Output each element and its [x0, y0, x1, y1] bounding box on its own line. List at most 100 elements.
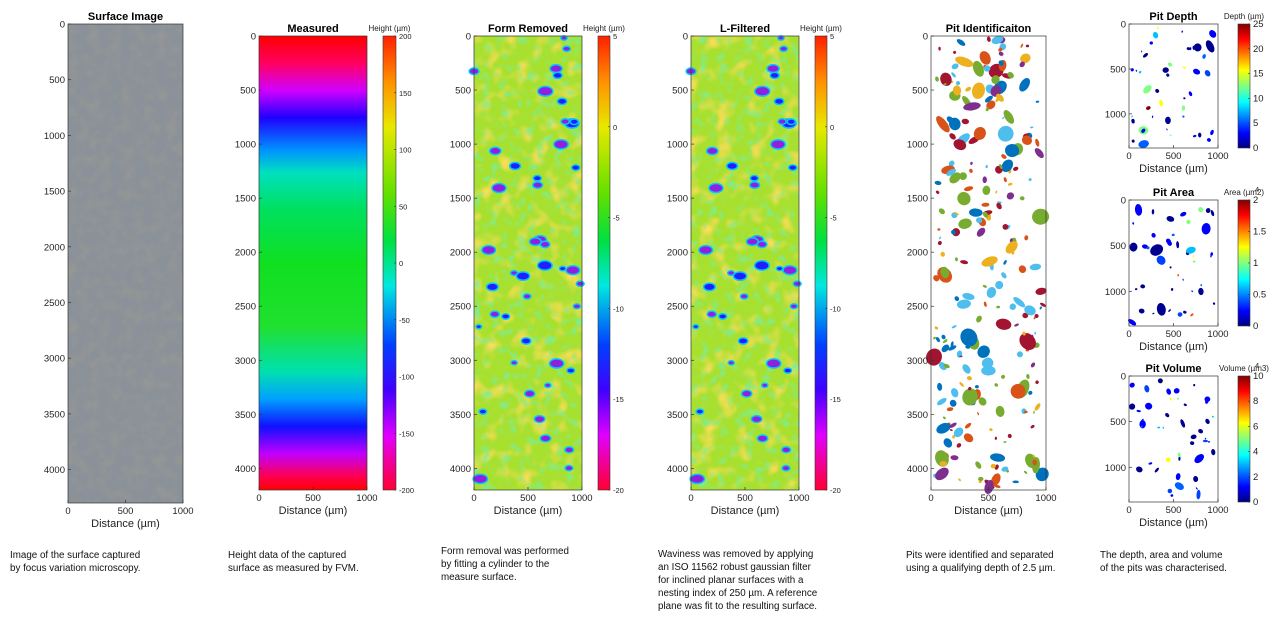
pit: [977, 411, 979, 416]
pit-spot: [541, 435, 550, 442]
pit: [1018, 265, 1027, 273]
y-tick-label: 4000: [450, 464, 471, 475]
pit: [982, 176, 987, 184]
pit: [949, 117, 961, 131]
pit: [1035, 287, 1047, 295]
pit: [1193, 43, 1202, 52]
pit: [1025, 44, 1030, 48]
pit: [1009, 303, 1017, 310]
y-tick-label: 2000: [235, 248, 256, 259]
pit: [935, 337, 940, 343]
colorbar-label: Height (µm): [800, 24, 842, 33]
pit: [1024, 235, 1029, 241]
pit-spot: [787, 119, 795, 124]
pit: [1174, 482, 1184, 490]
pit: [968, 386, 972, 391]
caption-line: plane was fit to the resulting surface.: [658, 601, 817, 612]
pit-spot: [535, 416, 545, 422]
pit: [1186, 219, 1191, 224]
pit: [937, 382, 943, 391]
caption-line: Form removal was performed: [441, 546, 569, 557]
x-tick-label: 0: [65, 506, 70, 517]
colorbar-tick-label: -10: [613, 304, 624, 313]
pit-spot: [566, 266, 580, 274]
pit: [1134, 203, 1143, 216]
pit: [935, 190, 940, 194]
colorbar-tick-label: 100: [399, 146, 412, 155]
pit: [964, 422, 972, 429]
y-tick-label: 1000: [44, 131, 65, 142]
pit: [1165, 457, 1171, 462]
pit: [1166, 73, 1170, 77]
pit: [1181, 30, 1184, 33]
pit: [1128, 319, 1137, 326]
y-tick-label: 3500: [450, 410, 471, 421]
pit: [1204, 396, 1211, 402]
pit: [1138, 308, 1145, 314]
pit: [940, 266, 950, 279]
pit: [979, 51, 991, 65]
pit: [1145, 402, 1153, 410]
pit-spot: [510, 163, 520, 169]
pit: [1012, 480, 1019, 484]
pit: [951, 63, 959, 70]
x-tick-label: 500: [520, 493, 536, 504]
pit: [1192, 255, 1195, 258]
x-axis-label: Distance (µm): [1139, 517, 1208, 529]
pit: [1030, 424, 1035, 429]
pit: [959, 172, 967, 181]
colorbar: [597, 35, 611, 491]
pit: [959, 355, 963, 358]
pit: [1183, 310, 1187, 314]
pit: [1138, 140, 1149, 149]
x-tick-label: 1000: [1207, 329, 1228, 340]
pit: [950, 455, 959, 461]
pit: [1190, 434, 1197, 440]
pit-spot: [778, 119, 786, 124]
colorbar-exponent: 4: [1255, 185, 1259, 194]
pit: [961, 118, 970, 125]
pit: [1207, 441, 1211, 443]
pit: [1003, 441, 1007, 443]
pit-spot: [487, 283, 498, 290]
pit: [985, 165, 988, 169]
x-tick-label: 1000: [172, 506, 193, 517]
pit: [1035, 467, 1049, 482]
colorbar: [814, 35, 828, 491]
colorbar-tick-label: -20: [830, 486, 841, 495]
pit: [1136, 409, 1141, 413]
pit: [999, 164, 1003, 170]
pit-spot: [699, 246, 712, 254]
pit-spot: [492, 184, 506, 192]
panel-title: Measured: [287, 23, 338, 35]
pit-spot: [490, 311, 499, 317]
pit: [951, 325, 957, 329]
pit: [960, 328, 978, 347]
x-tick-label: 500: [1166, 151, 1182, 162]
pit-spot: [707, 311, 716, 317]
pit: [1039, 302, 1046, 307]
y-tick-label: 0: [1121, 196, 1126, 207]
pit-spot: [784, 368, 791, 373]
y-tick-label: 1000: [235, 140, 256, 151]
pit: [982, 211, 989, 218]
y-tick-label: 0: [923, 32, 928, 43]
pit-spot: [762, 383, 768, 387]
pit: [958, 478, 961, 482]
caption-line: for inclined planar surfaces with a: [658, 575, 804, 586]
colorbar-tick-label: 1: [1253, 258, 1258, 269]
pit-spot: [789, 165, 797, 170]
y-tick-label: 0: [251, 32, 256, 43]
pit-spot: [561, 36, 567, 40]
pit: [1195, 487, 1198, 490]
pit: [1157, 426, 1161, 429]
pit: [1150, 244, 1164, 256]
pit-spot: [693, 325, 698, 328]
colorbar-tick-label: 10: [1253, 371, 1264, 382]
pit: [1039, 306, 1043, 310]
pit: [942, 339, 948, 344]
x-tick-label: 0: [928, 493, 933, 504]
pit: [955, 56, 974, 68]
pit: [1131, 118, 1135, 124]
pit: [1205, 40, 1215, 53]
